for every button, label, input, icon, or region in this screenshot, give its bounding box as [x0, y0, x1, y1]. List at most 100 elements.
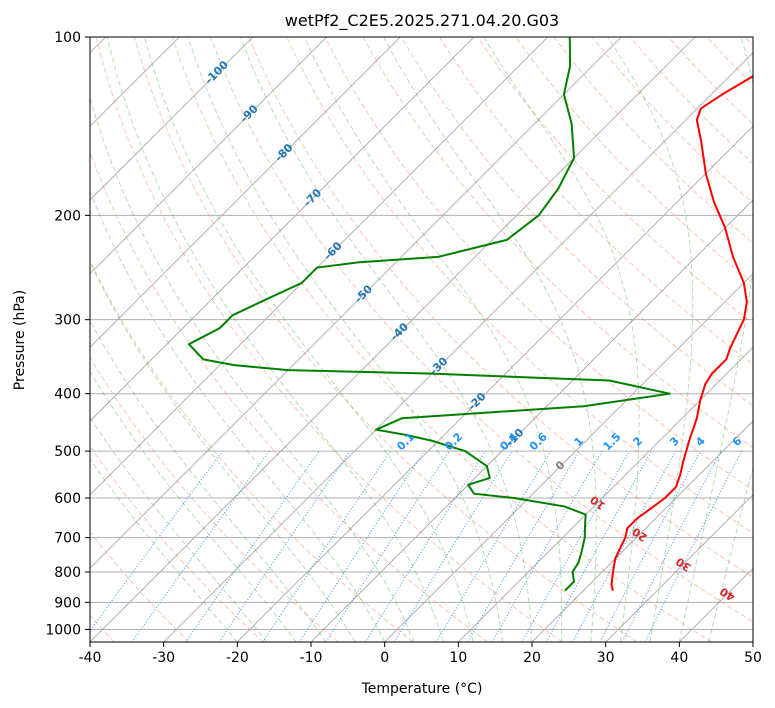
moist-adiabat-line — [303, 37, 563, 642]
mixing-ratio-line — [262, 450, 392, 642]
moist-adiabat-line — [482, 37, 640, 642]
mixing-ratio-label: 0.6 — [527, 430, 550, 453]
isotherm-line — [752, 641, 753, 642]
dry-adiabat-line — [324, 37, 753, 491]
temperature-profile-line — [610, 75, 753, 591]
dry-adiabat-line — [744, 37, 753, 47]
moist-adiabat-line — [187, 37, 504, 642]
isotherm-line — [163, 52, 753, 642]
dry-adiabat-line — [706, 37, 753, 86]
mixing-ratio-line — [435, 450, 552, 642]
y-tick-label: 800 — [54, 565, 81, 581]
moist-adiabat-line — [90, 260, 356, 642]
x-axis-title: Temperature (°C) — [361, 681, 483, 697]
dry-adiabat-line — [210, 37, 753, 623]
dry-adiabat-line — [400, 37, 753, 407]
isotherm-label: -50 — [352, 282, 375, 305]
dry-adiabat-line — [90, 259, 414, 642]
isotherm-line — [679, 567, 753, 642]
isotherm-label: -80 — [272, 141, 295, 164]
moist-adiabat-line — [708, 466, 753, 642]
y-tick-label: 900 — [54, 595, 81, 611]
x-tick-label: 30 — [597, 650, 615, 666]
mixing-ratio-line — [90, 450, 223, 632]
moist-adiabat-line — [90, 458, 238, 642]
moist-adiabat-line — [143, 37, 474, 642]
isotherm-line — [237, 125, 753, 642]
mixing-ratio-line — [393, 450, 513, 642]
dry-adiabat-line — [90, 445, 264, 642]
mixing-ratio-label: 8 — [756, 434, 771, 449]
y-axis-title: Pressure (hPa) — [12, 290, 28, 390]
y-tick-label: 300 — [54, 313, 81, 329]
dry-adiabat-line — [90, 150, 488, 642]
mixing-ratio-label: 4 — [693, 434, 708, 449]
moist-adiabat-line — [90, 319, 327, 642]
dry-adiabat-line — [90, 531, 190, 642]
mixing-ratio-line — [545, 450, 653, 642]
moist-adiabat-line — [90, 416, 268, 642]
dry-adiabat-line — [171, 37, 712, 642]
x-tick-label: 0 — [380, 650, 389, 666]
plot-frame — [89, 36, 754, 643]
mixing-ratio-label: 1.5 — [601, 430, 624, 453]
isotherm-line — [310, 199, 753, 642]
isotherm-label: -100 — [202, 58, 231, 87]
x-tick-label: -30 — [152, 650, 175, 666]
mixing-ratio-line — [621, 450, 722, 642]
isotherm-line — [90, 37, 696, 642]
isotherm-line — [458, 346, 753, 642]
dry-adiabat-line — [439, 37, 753, 366]
isotherm-line — [90, 37, 475, 422]
chart-title: wetPf2_C2E5.2025.271.04.20.G03 — [285, 11, 559, 31]
isotherm-line — [90, 37, 622, 569]
isotherm-label: -70 — [301, 186, 324, 209]
isotherm-line — [531, 420, 753, 642]
mixing-ratio-line — [218, 450, 351, 642]
x-tick-label: 50 — [744, 650, 762, 666]
moist-adiabat-line — [90, 370, 297, 642]
dry-adiabat-line — [133, 37, 638, 642]
moist-adiabat-line — [607, 37, 694, 642]
x-tick-label: 20 — [523, 650, 541, 666]
isotherm-line — [384, 273, 753, 642]
isotherm-label: -60 — [321, 239, 344, 262]
isotherm-line — [90, 37, 548, 496]
y-tick-label: 200 — [54, 208, 81, 224]
dewpoint-profile-line — [187, 37, 671, 592]
x-tick-label: -20 — [226, 650, 249, 666]
mixing-ratio-label: 2 — [631, 434, 646, 449]
isotherm-line — [90, 37, 401, 348]
moist-adiabat-line — [383, 37, 597, 642]
mixing-ratio-line — [298, 450, 425, 642]
y-tick-label: 1000 — [45, 622, 81, 638]
mixing-ratio-line — [325, 450, 450, 642]
x-tick-label: 10 — [449, 650, 467, 666]
isotherm-line — [90, 37, 327, 275]
y-tick-label: 400 — [54, 387, 81, 403]
isotherm-label: -40 — [388, 320, 411, 343]
moist-adiabat-line — [678, 37, 753, 642]
y-tick-label: 100 — [54, 30, 81, 46]
dry-adiabat-line — [90, 356, 339, 642]
mixing-ratio-line — [521, 450, 630, 642]
y-tick-label: 600 — [54, 491, 81, 507]
mixing-ratio-label: 3 — [667, 434, 682, 449]
x-tick-label: -40 — [79, 650, 102, 666]
moist-adiabat-line — [239, 37, 533, 642]
axis-ticks: -40 -30 -20 -10 0 10 20 30 40 5010009008007006005… — [45, 30, 762, 666]
isotherm-line — [605, 494, 753, 642]
x-tick-label: 40 — [670, 650, 688, 666]
dry-adiabat-line — [248, 37, 753, 578]
background-grid — [90, 37, 753, 642]
isotherm-line — [90, 37, 254, 201]
moist-adiabat-line — [106, 37, 445, 642]
moist-adiabat-line — [90, 189, 386, 642]
mixing-ratio-line — [599, 450, 702, 642]
data-lines — [187, 37, 753, 592]
mixing-ratio-line — [644, 450, 743, 642]
mixing-ratio-label: 1 — [572, 434, 587, 449]
dry-adiabat-line — [668, 37, 753, 125]
isotherm-label: 0 — [553, 458, 568, 473]
